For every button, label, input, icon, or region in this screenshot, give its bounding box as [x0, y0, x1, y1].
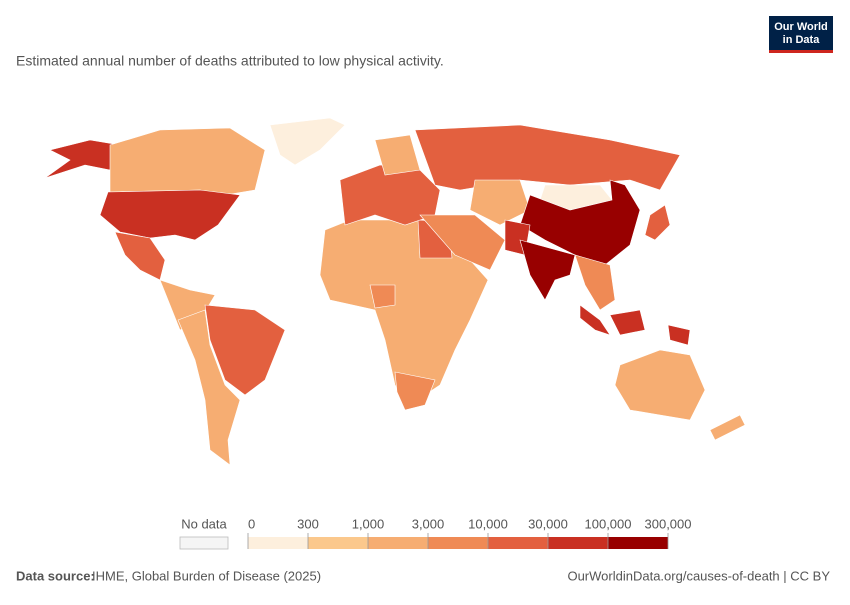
map [44, 117, 746, 466]
logo[interactable]: Our World in Data [769, 16, 833, 53]
country [177, 309, 241, 466]
legend-swatch [548, 537, 608, 549]
legend-tick-label: 300,000 [645, 516, 692, 531]
legend: No data 0 300 1,000 3,000 10,000 30,000 100,00… [179, 516, 692, 550]
legend-swatch [248, 537, 308, 549]
country [614, 349, 706, 421]
legend-swatch [428, 537, 488, 549]
country [519, 179, 641, 266]
country [709, 414, 746, 441]
country [369, 284, 396, 309]
country [374, 134, 421, 176]
country [414, 124, 681, 191]
legend-tick-label: 30,000 [528, 516, 568, 531]
country [469, 179, 531, 226]
country [269, 117, 346, 166]
logo-text: in Data [783, 34, 821, 46]
no-data-swatch [179, 536, 229, 550]
logo-text: Our World [774, 21, 828, 33]
legend-swatch [368, 537, 428, 549]
title: Estimated annual number of deaths attrib… [16, 53, 444, 69]
country [579, 304, 611, 336]
country [394, 371, 436, 411]
source-url[interactable]: OurWorldinData.org/causes-of-death | CC … [567, 568, 830, 583]
logo-underline [769, 50, 833, 53]
country [419, 214, 506, 271]
legend-tick-label: 3,000 [412, 516, 445, 531]
country [667, 324, 691, 346]
legend-swatch [488, 537, 548, 549]
source-label: Data source: [16, 568, 95, 583]
legend-swatch [608, 537, 668, 549]
legend-swatch [308, 537, 368, 549]
legend-label: No data [181, 516, 227, 531]
country [574, 254, 616, 311]
legend-tick-label: 1,000 [352, 516, 385, 531]
legend-tick-label: 100,000 [585, 516, 632, 531]
country [644, 204, 671, 241]
legend-tick-label: 300 [297, 516, 319, 531]
legend-tick-label: 0 [248, 516, 255, 531]
legend-tick-label: 10,000 [468, 516, 508, 531]
country [44, 139, 121, 179]
country [204, 304, 286, 396]
country [109, 127, 266, 196]
country [99, 189, 241, 241]
country [609, 309, 646, 336]
source: IHME, Global Burden of Disease (2025) [92, 568, 321, 583]
logo-box [769, 16, 833, 50]
